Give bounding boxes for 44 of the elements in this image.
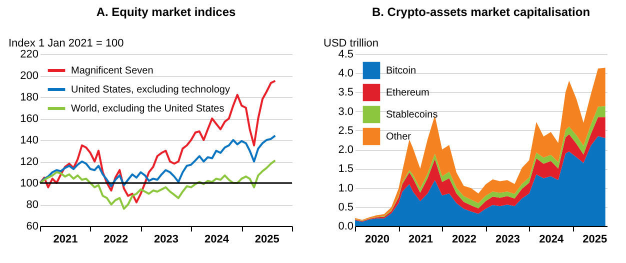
- y-tick-label: 1.5: [338, 163, 354, 176]
- y-tick-label: 2.0: [338, 144, 354, 156]
- y-axis-title: USD trillion: [324, 38, 379, 50]
- legend-label: Magnificent Seven: [71, 66, 154, 76]
- legend-label: World, excluding the United States: [71, 104, 224, 114]
- y-tick-label: 140: [20, 134, 38, 146]
- y-tick-label: 160: [20, 113, 38, 125]
- y-tick-label: 80: [26, 199, 38, 211]
- legend-label: United States, excluding technology: [71, 84, 230, 96]
- y-tick-label: 1.0: [338, 182, 354, 194]
- legend-label: Other: [386, 132, 412, 142]
- y-tick-label: 2.5: [338, 124, 354, 137]
- x-tick-label: 2025: [254, 234, 280, 246]
- chart-title: A. Equity market indices: [96, 5, 236, 19]
- x-tick-label: 2023: [154, 234, 178, 246]
- chart-title: B. Crypto-assets market capitalisation: [372, 5, 590, 19]
- x-tick-label: 2023: [495, 234, 520, 246]
- y-tick-label: 3.0: [338, 106, 354, 118]
- x-tick-label: 2024: [204, 234, 230, 246]
- y-tick-label: 4.5: [338, 48, 354, 60]
- x-tick-label: 2021: [53, 234, 78, 246]
- x-tick-label: 2024: [539, 234, 564, 246]
- y-tick-label: 3.5: [338, 86, 354, 99]
- y-tick-label: 0.0: [338, 220, 354, 232]
- legend-label: Stablecoins: [386, 110, 438, 120]
- line-series: [39, 134, 276, 188]
- line-series: [39, 80, 276, 204]
- x-tick-label: 2022: [104, 234, 128, 246]
- line-series: [39, 159, 276, 210]
- y-axis-title: Index 1 Jan 2021 = 100: [8, 38, 124, 50]
- y-tick-label: 60: [26, 220, 38, 232]
- x-tick-label: 2021: [408, 234, 433, 246]
- y-tick-label: 4.0: [338, 68, 354, 80]
- x-tick-label: 2022: [452, 234, 476, 246]
- legend-label: Bitcoin: [386, 66, 416, 76]
- x-tick-label: 2020: [364, 234, 390, 246]
- y-tick-label: 120: [20, 156, 38, 168]
- legend-label: Ethereum: [386, 88, 430, 98]
- y-tick-label: 180: [20, 92, 38, 104]
- y-tick-label: 220: [20, 48, 38, 60]
- y-tick-label: 0.5: [338, 201, 354, 214]
- x-tick-label: 2025: [582, 234, 608, 246]
- y-tick-label: 100: [20, 178, 38, 190]
- y-tick-label: 200: [20, 70, 38, 82]
